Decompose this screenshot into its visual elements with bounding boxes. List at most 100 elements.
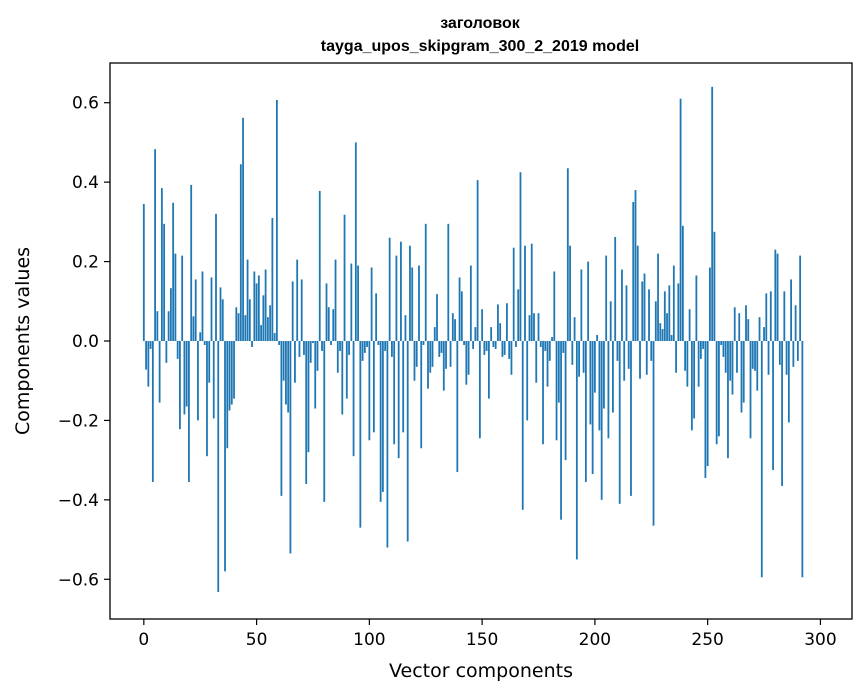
bar xyxy=(463,341,465,345)
bar xyxy=(411,267,414,341)
y-tick-label: −0.4 xyxy=(58,491,99,511)
bar xyxy=(605,255,608,341)
bar xyxy=(273,333,276,341)
bar xyxy=(650,341,653,361)
bar xyxy=(285,341,287,405)
bar xyxy=(560,341,562,520)
bar xyxy=(575,341,578,560)
x-tick-label: 150 xyxy=(466,630,498,650)
bar xyxy=(330,341,332,345)
bar xyxy=(720,341,723,345)
bar xyxy=(201,271,204,341)
bar xyxy=(517,289,520,341)
bar xyxy=(679,98,682,342)
bar xyxy=(648,289,650,341)
bar xyxy=(377,341,380,345)
bar xyxy=(163,223,166,341)
bar xyxy=(740,341,743,413)
y-tick-label: 0.2 xyxy=(72,253,99,273)
bar xyxy=(542,341,544,445)
bar xyxy=(645,341,648,375)
bar xyxy=(393,341,396,445)
bar xyxy=(713,231,716,341)
bar xyxy=(627,341,630,369)
bar xyxy=(769,291,772,341)
bars-group xyxy=(142,86,804,592)
bar xyxy=(684,341,686,371)
bar xyxy=(183,341,186,415)
bar xyxy=(548,341,551,361)
x-axis-label: Vector components xyxy=(389,660,573,682)
bar xyxy=(194,279,197,341)
bar xyxy=(318,190,321,341)
bar xyxy=(467,341,470,375)
bar xyxy=(666,313,668,341)
bar xyxy=(571,341,574,365)
bar xyxy=(404,315,407,341)
bar xyxy=(386,341,389,548)
bar xyxy=(332,309,335,341)
bar xyxy=(160,188,163,341)
bar xyxy=(447,223,450,341)
bar xyxy=(654,301,657,341)
bar xyxy=(142,203,145,341)
bar xyxy=(454,319,456,341)
bar xyxy=(760,341,763,578)
bar xyxy=(738,313,741,341)
bar xyxy=(451,313,454,341)
bar xyxy=(169,288,172,341)
bar xyxy=(314,341,317,409)
bar xyxy=(630,341,632,496)
bar xyxy=(776,253,779,341)
bar xyxy=(754,341,756,371)
bar xyxy=(564,341,567,461)
bar xyxy=(731,341,734,395)
bar xyxy=(609,301,612,341)
bar xyxy=(427,341,429,389)
bar xyxy=(578,341,580,377)
bar xyxy=(219,287,222,341)
bar xyxy=(233,341,235,399)
bar xyxy=(794,305,797,341)
y-tick-label: 0.0 xyxy=(72,332,99,352)
bar xyxy=(418,265,420,341)
x-tick-label: 250 xyxy=(691,630,723,650)
bar xyxy=(718,341,720,437)
bar xyxy=(632,202,635,341)
bar xyxy=(341,341,344,415)
x-tick-label: 100 xyxy=(353,630,385,650)
bar xyxy=(781,341,783,486)
bar xyxy=(368,341,371,441)
bar xyxy=(641,281,644,341)
bar xyxy=(262,295,265,341)
bar xyxy=(580,269,583,341)
bar xyxy=(639,341,641,379)
bar xyxy=(345,341,348,399)
bar xyxy=(695,275,698,341)
bar xyxy=(596,335,599,341)
bar xyxy=(566,168,569,341)
bar xyxy=(598,341,601,431)
bar xyxy=(449,341,452,367)
bar xyxy=(530,243,533,341)
bar xyxy=(636,245,639,341)
bar xyxy=(765,293,768,341)
bar xyxy=(235,307,238,341)
bar xyxy=(663,291,666,341)
bar xyxy=(424,223,427,341)
bar xyxy=(375,293,378,341)
bar xyxy=(618,341,621,504)
bar xyxy=(294,341,296,383)
bar xyxy=(372,341,375,433)
bar xyxy=(253,271,256,341)
bar xyxy=(215,213,217,341)
bar xyxy=(246,259,249,341)
bar xyxy=(174,253,177,341)
bar xyxy=(363,341,366,353)
bar xyxy=(512,247,515,341)
bar xyxy=(343,214,346,341)
bar xyxy=(381,341,384,492)
bar xyxy=(185,341,188,407)
bar xyxy=(724,341,727,373)
bar xyxy=(733,307,736,341)
